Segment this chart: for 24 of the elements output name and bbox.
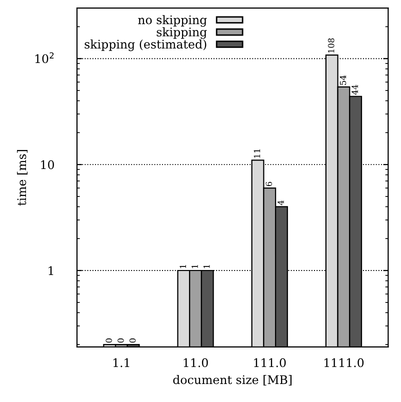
data-label: 108 xyxy=(328,38,334,53)
data-label: 1 xyxy=(204,265,210,268)
data-label: 1 xyxy=(192,265,198,268)
data-label: 44 xyxy=(352,84,358,95)
data-label: 4 xyxy=(278,200,284,206)
legend-label: no skipping xyxy=(138,15,207,27)
data-label: 11 xyxy=(254,149,260,158)
legend-label: skipping xyxy=(156,27,207,39)
data-label: 1 xyxy=(180,265,186,268)
data-label: 0 xyxy=(118,338,124,343)
y-axis-title: time [ms] xyxy=(17,150,28,206)
x-tick-label: 1111.0 xyxy=(324,358,364,368)
x-tick-label: 1.1 xyxy=(114,358,130,368)
x-tick-label: 111.0 xyxy=(254,358,286,368)
y-tick-label: 10$^{2}$ xyxy=(35,52,54,64)
x-tick-label: 11.0 xyxy=(184,358,208,368)
data-label: 6 xyxy=(266,182,272,186)
data-label: 0 xyxy=(129,338,136,343)
x-axis-title: document size [MB] xyxy=(173,375,292,386)
data-label: 54 xyxy=(340,75,346,85)
data-label: 0 xyxy=(106,338,112,343)
y-tick-label: 1 xyxy=(48,266,54,275)
legend-label: skipping (estimated) xyxy=(84,39,206,52)
y-tick-label: 10 xyxy=(41,160,54,170)
